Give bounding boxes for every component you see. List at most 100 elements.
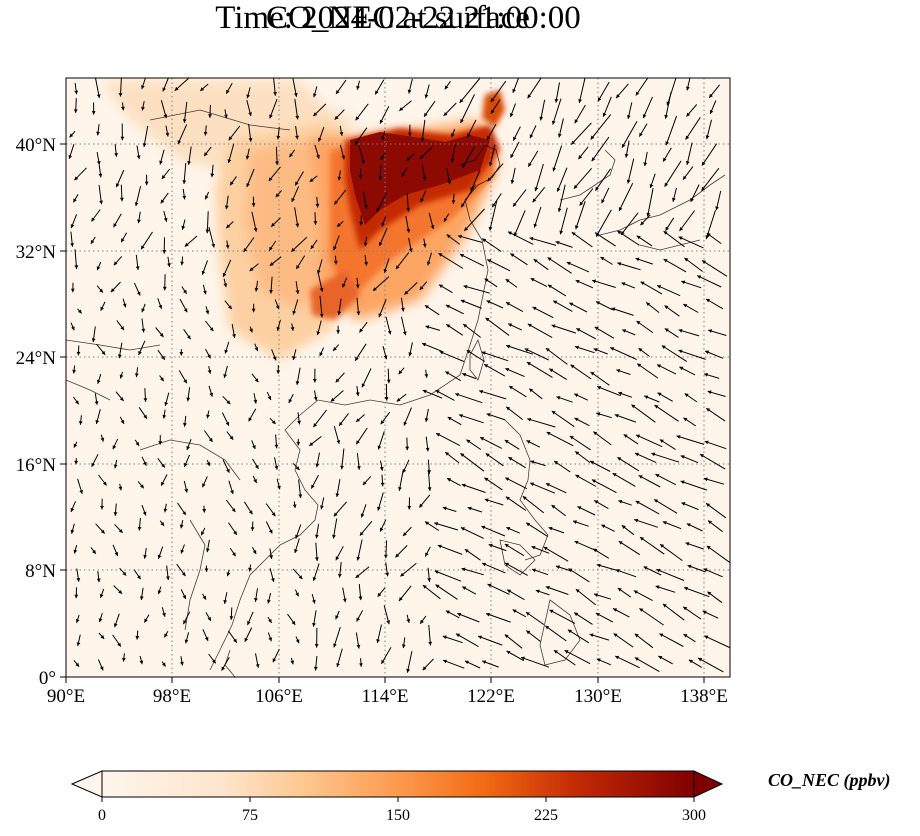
- wind-arrowhead: [79, 490, 83, 494]
- wind-arrowhead: [98, 618, 103, 623]
- wind-arrowhead: [528, 162, 532, 167]
- wind-arrow: [455, 633, 479, 648]
- wind-arrow: [634, 657, 660, 673]
- wind-arrowhead: [545, 586, 550, 590]
- wind-arrowhead: [336, 663, 340, 667]
- wind-arrow: [656, 568, 685, 581]
- wind-arrowhead: [163, 217, 168, 222]
- wind-arrowhead: [120, 136, 125, 141]
- wind-arrowhead: [74, 265, 79, 269]
- wind-arrowhead: [136, 291, 141, 296]
- wind-arrowhead: [617, 588, 622, 592]
- wind-arrowhead: [253, 399, 258, 404]
- wind-arrowhead: [593, 548, 598, 553]
- wind-arrowhead: [458, 234, 462, 239]
- wind-arrow: [522, 495, 545, 514]
- wind-arrow: [634, 519, 659, 528]
- wind-arrow: [545, 625, 567, 642]
- wind-arrowhead: [380, 527, 384, 532]
- wind-arrow: [504, 634, 523, 649]
- wind-arrowhead: [274, 444, 279, 449]
- wind-arrowhead: [402, 468, 407, 473]
- wind-arrow: [615, 569, 637, 578]
- wind-arrowhead: [660, 544, 665, 548]
- wind-arrowhead: [251, 308, 256, 313]
- wind-arrow: [663, 230, 685, 248]
- wind-arrowhead: [487, 136, 491, 140]
- wind-arrowhead: [364, 261, 368, 266]
- wind-arrowhead: [228, 136, 233, 141]
- wind-arrowhead: [206, 462, 211, 467]
- wind-arrowhead: [312, 622, 316, 627]
- wind-arrow: [569, 435, 591, 451]
- wind-arrowhead: [381, 136, 386, 141]
- wind-arrowhead: [314, 644, 319, 648]
- wind-arrow: [634, 633, 654, 649]
- wind-arrowhead: [486, 612, 490, 617]
- wind-arrowhead: [203, 290, 207, 295]
- wind-arrowhead: [342, 283, 346, 288]
- wind-arrowhead: [161, 463, 165, 468]
- wind-arrowhead: [656, 568, 661, 573]
- wind-arrowhead: [487, 259, 492, 263]
- wind-arrowhead: [702, 610, 707, 615]
- wind-arrow: [545, 586, 569, 595]
- wind-arrowhead: [524, 348, 529, 352]
- wind-arrow: [594, 232, 616, 247]
- wind-arrowhead: [91, 338, 96, 343]
- wind-arrow: [183, 101, 188, 123]
- wind-arrowhead: [526, 630, 531, 635]
- wind-arrowhead: [678, 349, 683, 354]
- wind-arrowhead: [250, 527, 255, 531]
- wind-arrow: [635, 78, 649, 96]
- wind-arrowhead: [626, 179, 631, 184]
- wind-arrowhead: [513, 202, 517, 207]
- wind-arrowhead: [339, 132, 344, 136]
- wind-arrowhead: [333, 643, 337, 648]
- wind-arrowhead: [164, 633, 168, 638]
- wind-arrowhead: [298, 575, 303, 580]
- wind-arrowhead: [75, 400, 79, 405]
- wind-arrowhead: [614, 414, 619, 418]
- wind-arrowhead: [122, 571, 127, 576]
- wind-arrowhead: [231, 508, 236, 512]
- wind-arrowhead: [422, 243, 427, 248]
- wind-arrowhead: [295, 639, 300, 644]
- wind-arrowhead: [73, 443, 78, 448]
- wind-arrowhead: [294, 549, 298, 553]
- wind-arrowhead: [573, 520, 577, 524]
- wind-arrowhead: [253, 479, 257, 483]
- wind-arrow: [140, 231, 153, 250]
- wind-arrowhead: [163, 508, 168, 513]
- wind-arrowhead: [615, 655, 620, 660]
- wind-arrow: [319, 295, 323, 318]
- wind-arrow: [617, 262, 641, 271]
- wind-arrowhead: [664, 182, 669, 187]
- wind-arrowhead: [384, 397, 389, 401]
- wind-arrowhead: [642, 114, 647, 119]
- wind-arrowhead: [99, 288, 103, 293]
- wind-arrowhead: [506, 527, 511, 531]
- wind-arrowhead: [180, 661, 184, 666]
- wind-arrowhead: [510, 154, 514, 158]
- wind-arrowhead: [568, 568, 573, 572]
- lat-tick-label: 8°N: [25, 561, 56, 582]
- wind-arrowhead: [485, 317, 490, 322]
- wind-arrowhead: [162, 286, 167, 291]
- wind-arrowhead: [186, 446, 190, 450]
- wind-arrowhead: [485, 453, 490, 457]
- wind-arrowhead: [248, 138, 253, 142]
- wind-arrowhead: [399, 107, 404, 111]
- wind-arrowhead: [292, 356, 296, 360]
- wind-arrowhead: [591, 479, 596, 483]
- wind-arrowhead: [122, 657, 126, 662]
- wind-arrowhead: [407, 89, 412, 94]
- wind-arrow: [543, 546, 569, 562]
- wind-arrowhead: [158, 441, 163, 445]
- wind-arrow: [489, 200, 498, 231]
- wind-arrowhead: [527, 417, 532, 422]
- wind-arrowhead: [95, 420, 100, 424]
- wind-arrowhead: [459, 414, 463, 418]
- wind-arrowhead: [400, 572, 405, 577]
- wind-arrowhead: [482, 238, 487, 243]
